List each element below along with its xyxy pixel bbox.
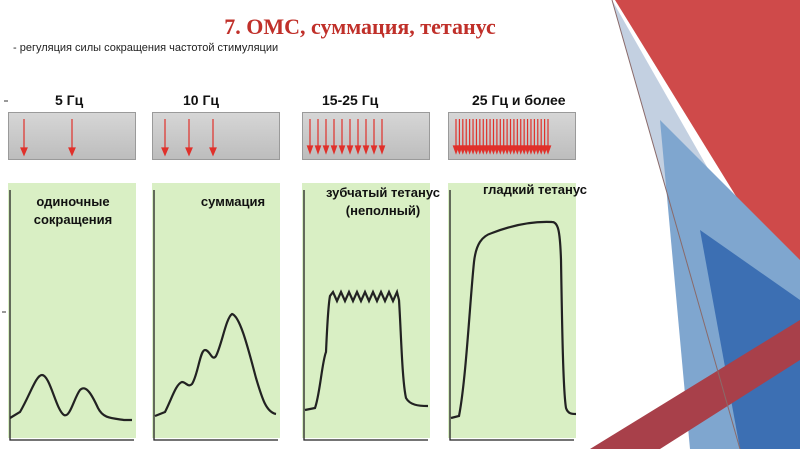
label-smooth-tetanus: гладкий тетанус	[460, 181, 610, 199]
arrows-5hz	[20, 119, 76, 157]
label-jagged-line-2: (неполный)	[345, 203, 421, 218]
stimulus-arrows	[20, 119, 552, 157]
stimulus-15-25hz-arrowhead	[306, 145, 314, 155]
stimulus-15-25hz-arrowhead	[362, 145, 370, 155]
page-title: 7. ОМС, суммация, тетанус	[224, 14, 496, 39]
stimulus-15-25hz-arrowhead	[338, 145, 346, 155]
axis-summation	[153, 190, 278, 441]
label-single-line-2: сокращения	[33, 212, 113, 227]
frequency-label-25hz-plus: 25 Гц и более	[472, 92, 566, 108]
frequency-label-10hz: 10 Гц	[183, 92, 220, 108]
label-jagged-tetanus: зубчатый тетанус (неполный)	[312, 184, 454, 220]
stimulus-15-25hz-arrowhead	[346, 145, 354, 155]
page-subtitle: - регуляция силы сокращения частотой сти…	[13, 42, 279, 54]
curve-single-twitches	[9, 373, 132, 422]
label-smooth-line-1: гладкий тетанус	[483, 182, 587, 197]
arrows-15-25hz	[306, 119, 386, 155]
curve-jagged-tetanus	[304, 288, 429, 412]
stimulus-15-25hz-arrowhead	[354, 145, 362, 155]
label-summation: суммация	[178, 193, 288, 211]
label-summation-line-1: суммация	[200, 194, 266, 209]
frequency-label-15-25hz: 15-25 Гц	[322, 92, 379, 108]
arrows-10hz	[161, 119, 217, 157]
arrows-25hz-plus	[452, 119, 552, 155]
curve-summation	[154, 312, 277, 418]
stimulus-15-25hz-arrowhead	[322, 145, 330, 155]
stimulus-strip-10hz	[152, 112, 280, 160]
axis-jagged-tetanus	[303, 190, 428, 441]
label-single-line-1: одиночные	[36, 194, 110, 209]
label-single-twitches: одиночные сокращения	[14, 193, 132, 229]
frequency-label-5hz: 5 Гц	[55, 92, 84, 108]
axis-single	[9, 190, 134, 441]
label-jagged-line-1: зубчатый тетанус	[326, 185, 440, 200]
stimulus-15-25hz-arrowhead	[378, 145, 386, 155]
stimulus-15-25hz-arrowhead	[314, 145, 322, 155]
graph-panel-jagged-tetanus	[302, 183, 430, 438]
stimulus-25hz-plus-arrowhead	[544, 145, 552, 155]
stimulus-15-25hz-arrowhead	[330, 145, 338, 155]
stimulus-15-25hz-arrowhead	[370, 145, 378, 155]
curve-smooth-tetanus	[450, 220, 577, 420]
axis-smooth-tetanus	[449, 190, 574, 441]
